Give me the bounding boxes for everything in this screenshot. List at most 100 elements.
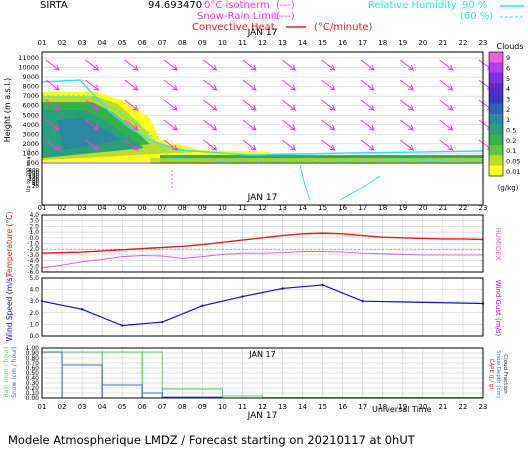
bottom-hour-tick: 16 — [338, 403, 347, 411]
wind-arrow-head — [408, 124, 415, 131]
snow-axis-label: Snow (cm / hour) — [11, 346, 18, 398]
wind-ytick: 0.0 — [29, 333, 39, 340]
low-height-axis-label: Up to 200 m a.s.l. — [26, 147, 32, 192]
mid-hour-tick: 03 — [78, 204, 87, 212]
wind-arrow-head — [329, 124, 336, 131]
wind-arrow — [399, 139, 414, 151]
top-hour-tick: 19 — [398, 39, 407, 47]
top-hour-tick: 03 — [78, 39, 87, 47]
mid-hour-tick: 17 — [358, 204, 367, 212]
prec-ytick: 0.50 — [26, 370, 40, 377]
top-hour-tick: 04 — [98, 39, 107, 47]
gust-axis-label: Wind Gust (m/s) — [494, 280, 502, 337]
bottom-hour-tick: 18 — [378, 403, 387, 411]
wind-arrow-head — [290, 104, 296, 111]
top-hour-tick: 23 — [479, 39, 488, 47]
wind-arrow — [439, 119, 453, 131]
mid-hour-tick: 22 — [458, 204, 467, 212]
wind-arrow-head — [53, 64, 60, 71]
universal-time-label: Universal Time — [372, 405, 432, 414]
height-tick: 8000 — [22, 83, 39, 91]
scale-swatch — [489, 155, 503, 167]
scale-swatch — [489, 52, 503, 63]
wind-arrow — [203, 99, 217, 111]
wind-point — [120, 324, 124, 327]
bottom-hour-tick: 08 — [178, 403, 187, 411]
mid-hour-tick: 19 — [398, 204, 407, 212]
top-hour-tick: 07 — [158, 39, 167, 47]
wind-arrow-head — [368, 124, 375, 131]
wind-arrow-head — [368, 104, 375, 111]
wind-arrow-head — [447, 144, 454, 151]
height-tick-low: 40 — [32, 182, 39, 188]
wind-arrow — [163, 139, 178, 151]
rh-60: (60 %) — [460, 11, 493, 22]
hour-axes: 01 02 03 04 05 06 07 08 09 10 11 12 13 14 15 16 17 18 19 20… — [38, 28, 488, 421]
wind-arrow — [242, 59, 257, 71]
top-hour-tick: 11 — [238, 39, 247, 47]
mid-hour-tick: 12 — [258, 204, 267, 212]
mid-hour-tick: 13 — [278, 204, 287, 212]
height-axis-label: Height (m a.s.l.) — [3, 78, 12, 143]
prec-ytick: 0.60 — [26, 365, 40, 372]
wind-arrow-head — [329, 104, 336, 111]
snowdepth-axis-label: Snow Depth (cm) — [495, 350, 501, 398]
wind-arrow — [321, 99, 335, 111]
wind-arrow — [321, 139, 335, 151]
wind-point — [161, 320, 164, 324]
mid-hour-tick: 06 — [138, 204, 147, 212]
height-tick-low: 140 — [29, 173, 40, 179]
wind-arrow-head — [408, 84, 415, 91]
wind-arrow — [399, 119, 414, 131]
prec-ytick: 0.00 — [26, 395, 40, 402]
wind-arrow — [85, 99, 99, 111]
precip-panel: 1.000.900.800.700.600.500.400.300.200.10… — [3, 345, 508, 402]
wind-arrow-head — [53, 84, 60, 91]
bottom-hour-tick: 12 — [258, 403, 267, 411]
station-label: SIRTA — [40, 0, 68, 11]
temp-ytick: 2.0 — [29, 223, 39, 230]
wind-point — [361, 300, 364, 303]
temp-ytick: 0.0 — [29, 235, 39, 242]
mid-hour-tick: 04 — [98, 204, 107, 212]
scale-label: 4 — [506, 85, 510, 93]
wind-arrow-head — [132, 64, 139, 71]
rh90-line — [41, 79, 484, 156]
wind-arrow — [321, 119, 335, 131]
wind-arrow — [124, 99, 139, 111]
wind-arrow — [281, 79, 296, 91]
prec-ytick: 0.30 — [26, 380, 40, 387]
wind-arrow — [85, 139, 99, 151]
top-hour-tick: 09 — [198, 39, 207, 47]
wind-arrow — [242, 79, 257, 91]
scale-title: Clouds — [496, 42, 523, 51]
bottom-hour-tick: 01 — [38, 403, 47, 411]
bottom-hour-tick: 20 — [418, 403, 427, 411]
top-hour-tick: 08 — [178, 39, 187, 47]
wind-arrow-head — [211, 64, 218, 71]
temperature-panel: 4.03.02.01.00.0-1.0-2.0-3.0-4.0-5.0-6.0 T… — [5, 212, 502, 278]
wind-arrow-head — [93, 144, 100, 151]
mid-hour-tick: 23 — [479, 204, 488, 212]
scale-label: 0.01 — [506, 168, 520, 176]
wind-arrow — [124, 119, 139, 131]
wind-arrow — [45, 79, 60, 91]
height-tick-low: 20 — [32, 184, 39, 190]
mid-hour-tick: 21 — [438, 204, 447, 212]
wind-arrow — [439, 139, 453, 151]
top-hour-tick: 14 — [298, 39, 307, 47]
scale-swatch — [489, 124, 503, 136]
wind-ytick: 5.0 — [29, 275, 39, 282]
wind-ytick: 4.0 — [29, 287, 39, 294]
prec-ytick: 0.40 — [26, 375, 40, 382]
cloud-panel-frame — [41, 51, 484, 206]
wind-ytick: 2.0 — [29, 310, 39, 317]
wind-arrow-head — [447, 124, 454, 131]
scale-label: 5 — [506, 75, 510, 83]
wind-arrow-head — [211, 124, 218, 131]
date-label: JAN 17 — [248, 350, 275, 359]
wind-arrow — [124, 79, 139, 91]
top-hour-tick: 12 — [258, 39, 267, 47]
wind-arrow-head — [53, 104, 60, 111]
cape-axis-label: CAPE (J / g) — [488, 359, 494, 390]
